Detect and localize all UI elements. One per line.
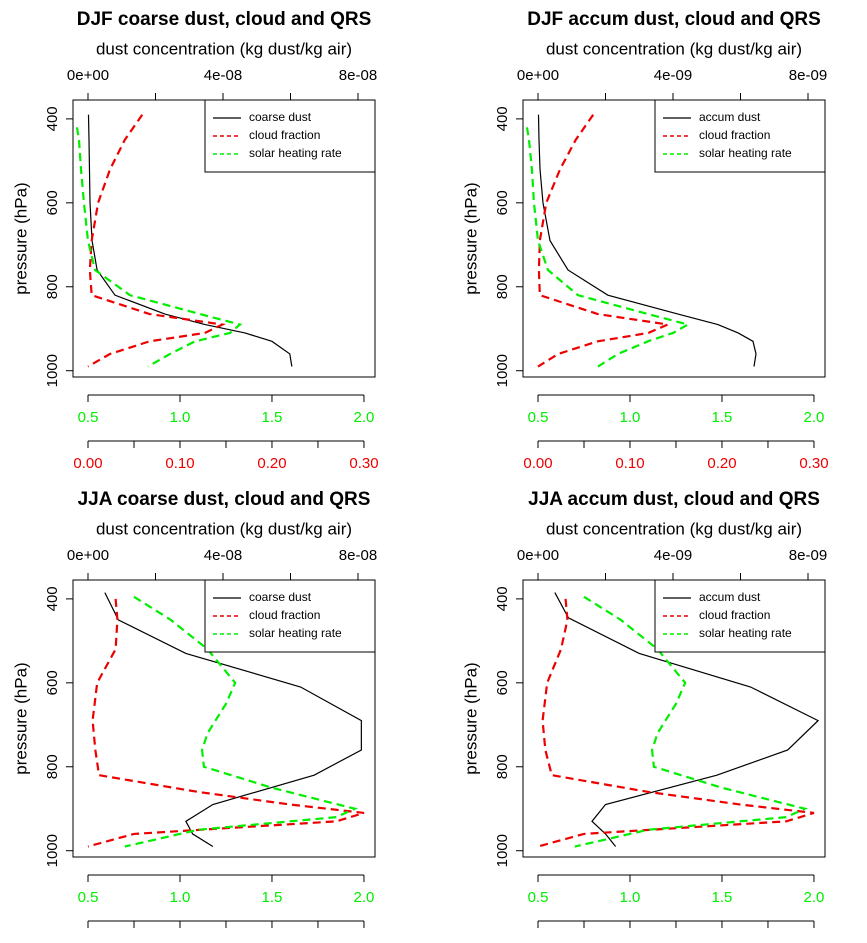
bottom-tick-label: 0.00 — [523, 455, 552, 472]
bottom-tick-label: 0.5 — [78, 409, 99, 426]
y-tick-label: 400 — [44, 106, 61, 131]
legend-box — [654, 579, 826, 653]
bottom-tick-label: 0.10 — [165, 455, 194, 472]
y-axis-label: pressure (hPa) — [461, 662, 480, 774]
panel-title: JJA accum dust, cloud and QRS — [528, 489, 820, 510]
panel-title: DJF coarse dust, cloud and QRS — [77, 9, 372, 30]
x-axis-label: dust concentration (kg dust/kg air) — [546, 39, 802, 58]
profile-line — [124, 595, 359, 848]
profile-line — [537, 114, 672, 368]
legend-label: cloud fraction — [249, 608, 320, 622]
top-tick-label: 8e-08 — [339, 547, 377, 564]
y-tick-label: 1000 — [494, 834, 511, 867]
legend-label: solar heating rate — [249, 146, 342, 160]
y-axis-label: pressure (hPa) — [461, 182, 480, 294]
x-axis-label: dust concentration (kg dust/kg air) — [96, 519, 352, 538]
bottom-tick-label: 1.5 — [262, 889, 283, 906]
profile-line — [75, 127, 243, 368]
y-tick-label: 600 — [494, 190, 511, 215]
bottom-tick-label: 0.20 — [257, 455, 286, 472]
top-tick-label: 8e-09 — [789, 547, 827, 564]
bottom-tick-label: 2.0 — [804, 889, 825, 906]
top-tick-label: 4e-08 — [204, 67, 242, 84]
bottom-tick-label: 1.5 — [712, 409, 733, 426]
legend-box — [204, 579, 376, 653]
bottom-tick-label: 0.30 — [799, 455, 828, 472]
panel: JJA accum dust, cloud and QRS dust concen… — [461, 489, 828, 943]
y-tick-label: 1000 — [44, 834, 61, 867]
top-tick-label: 0e+00 — [517, 547, 559, 564]
bottom-tick-label: 1.0 — [170, 889, 191, 906]
y-tick-label: 400 — [494, 586, 511, 611]
bottom-tick-label: 1.0 — [620, 889, 641, 906]
legend-label: solar heating rate — [699, 146, 792, 160]
profile-line — [87, 114, 227, 368]
bottom-tick-label: 0.5 — [528, 409, 549, 426]
bottom-tick-label: 0.20 — [707, 455, 736, 472]
profile-line — [87, 114, 293, 367]
legend-box — [204, 99, 376, 173]
bottom-tick-label: 0.5 — [78, 889, 99, 906]
legend-label: cloud fraction — [699, 608, 770, 622]
bottom-tick-label: 1.5 — [262, 409, 283, 426]
top-tick-label: 0e+00 — [67, 547, 109, 564]
y-tick-label: 800 — [494, 274, 511, 299]
x-axis-label: dust concentration (kg dust/kg air) — [546, 519, 802, 538]
legend-label: accum dust — [699, 110, 761, 124]
panel-title: DJF accum dust, cloud and QRS — [527, 9, 821, 30]
top-tick-label: 8e-08 — [339, 67, 377, 84]
y-tick-label: 800 — [494, 754, 511, 779]
legend-label: cloud fraction — [699, 128, 770, 142]
y-tick-label: 400 — [44, 586, 61, 611]
top-tick-label: 0e+00 — [67, 67, 109, 84]
profile-line — [537, 114, 757, 367]
y-axis-label: pressure (hPa) — [11, 662, 30, 774]
top-tick-label: 4e-09 — [654, 547, 692, 564]
profile-line — [525, 127, 691, 368]
profile-line — [554, 592, 820, 847]
y-tick-label: 1000 — [494, 354, 511, 387]
y-tick-label: 600 — [44, 190, 61, 215]
panel-title: JJA coarse dust, cloud and QRS — [78, 489, 371, 510]
top-tick-label: 4e-08 — [204, 547, 242, 564]
y-tick-label: 800 — [44, 274, 61, 299]
legend-label: cloud fraction — [249, 128, 320, 142]
bottom-tick-label: 0.10 — [615, 455, 644, 472]
legend-label: solar heating rate — [249, 626, 342, 640]
bottom-tick-label: 1.0 — [620, 409, 641, 426]
profile-line — [537, 598, 815, 848]
y-tick-label: 800 — [44, 754, 61, 779]
bottom-tick-label: 1.0 — [170, 409, 191, 426]
legend-label: coarse dust — [249, 590, 312, 604]
legend-label: coarse dust — [249, 110, 312, 124]
bottom-tick-label: 0.30 — [349, 455, 378, 472]
bottom-tick-label: 0.00 — [73, 455, 102, 472]
bottom-tick-label: 0.5 — [528, 889, 549, 906]
legend-label: accum dust — [699, 590, 761, 604]
y-tick-label: 400 — [494, 106, 511, 131]
top-tick-label: 0e+00 — [517, 67, 559, 84]
bottom-tick-label: 2.0 — [804, 409, 825, 426]
y-tick-label: 600 — [44, 670, 61, 695]
bottom-tick-label: 2.0 — [354, 889, 375, 906]
panel: JJA coarse dust, cloud and QRS dust conce… — [11, 489, 378, 943]
top-tick-label: 4e-09 — [654, 67, 692, 84]
profile-line — [574, 595, 809, 848]
y-tick-label: 1000 — [44, 354, 61, 387]
panel: DJF accum dust, cloud and QRS dust concen… — [461, 9, 828, 472]
y-tick-label: 600 — [494, 670, 511, 695]
panel: DJF coarse dust, cloud and QRS dust conce… — [11, 9, 378, 472]
top-tick-label: 8e-09 — [789, 67, 827, 84]
profile-line — [104, 592, 362, 848]
y-axis-label: pressure (hPa) — [11, 182, 30, 294]
bottom-tick-label: 1.5 — [712, 889, 733, 906]
x-axis-label: dust concentration (kg dust/kg air) — [96, 39, 352, 58]
bottom-tick-label: 2.0 — [354, 409, 375, 426]
legend-label: solar heating rate — [699, 626, 792, 640]
legend-box — [654, 99, 826, 173]
